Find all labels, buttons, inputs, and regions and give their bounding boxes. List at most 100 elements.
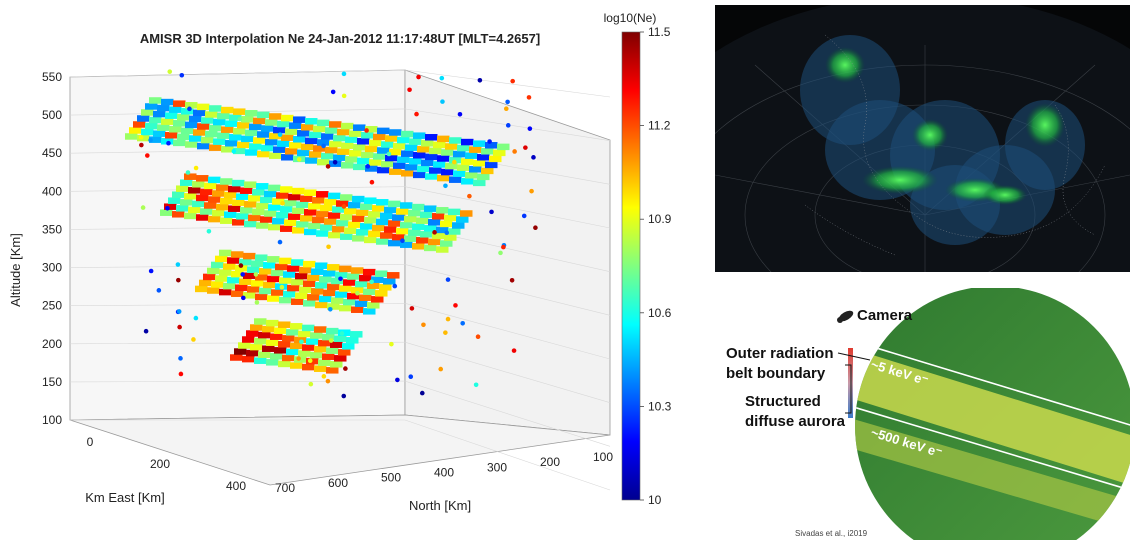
slice-cell	[281, 134, 294, 141]
beam-sample-point	[327, 306, 333, 312]
slice-cell	[295, 272, 308, 280]
beam-sample-point	[416, 74, 421, 80]
beam-sample-point	[166, 140, 171, 146]
slice-cell	[325, 146, 338, 154]
beam-sample-point	[453, 303, 458, 308]
slice-cell	[221, 106, 234, 114]
slice-cell	[269, 132, 282, 140]
slice-cell	[385, 154, 398, 162]
slice-cell	[312, 197, 325, 204]
slice-cell	[257, 111, 270, 119]
slice-cell	[261, 144, 274, 152]
slice-cell	[309, 131, 322, 139]
slice-cell	[352, 235, 365, 242]
colorbar-tick-11.5: 11.5	[648, 25, 671, 39]
slice-cell	[481, 167, 494, 175]
slice-cell	[208, 196, 221, 203]
colorbar-ticks: 11.5 11.2 10.9 10.6 10.3 10	[640, 25, 672, 507]
slice-cell	[339, 304, 352, 312]
slice-cell	[345, 156, 358, 163]
slice-cell	[255, 274, 268, 281]
slice-cell	[385, 135, 398, 142]
slice-cell	[324, 198, 337, 206]
beam-sample-point	[191, 337, 196, 342]
slice-cell	[219, 288, 232, 296]
slice-cell	[304, 189, 317, 196]
slice-cell	[338, 329, 351, 336]
slice-cell	[264, 210, 277, 217]
slice-cell	[288, 213, 301, 220]
slice-cell	[320, 204, 333, 212]
slice-cell	[327, 303, 340, 310]
slice-cell	[177, 133, 190, 141]
slice-cell	[231, 290, 244, 297]
camera-icon	[837, 310, 854, 323]
slice-cell	[244, 201, 257, 208]
slice-cell	[280, 205, 293, 213]
slice-cell	[461, 158, 474, 165]
slice-cell	[371, 296, 384, 303]
slice-cell	[360, 203, 373, 210]
slice-cell	[249, 143, 262, 150]
slice-cell	[299, 266, 312, 274]
slice-cell	[413, 152, 426, 159]
slice-cell	[351, 286, 364, 294]
slice-cell	[453, 150, 466, 158]
slice-cell	[242, 336, 255, 343]
slice-cell	[251, 280, 264, 287]
beam-sample-points	[138, 69, 538, 399]
slice-cell	[315, 282, 328, 289]
slice-cell	[383, 278, 396, 285]
slice-cell	[477, 173, 490, 181]
slice-cell	[433, 141, 446, 149]
beam-sample-point	[277, 132, 283, 137]
slice-cell	[262, 345, 275, 352]
slice-cell	[326, 367, 339, 374]
beam-sample-point	[338, 276, 343, 282]
slice-cell	[416, 237, 429, 244]
slice-cell	[405, 164, 418, 171]
slice-cell	[271, 269, 284, 277]
slice-cell	[212, 209, 225, 217]
colorbar-tick-10.9: 10.9	[648, 212, 672, 226]
slice-cell	[440, 240, 453, 247]
slice-cell	[349, 130, 362, 137]
slice-cell	[200, 208, 213, 215]
beam-sample-point	[395, 377, 400, 383]
east-tick-400: 400	[226, 479, 246, 493]
slice-cell	[425, 153, 438, 161]
slice-cell	[268, 184, 281, 192]
slice-cell	[247, 286, 260, 293]
slice-cell	[289, 142, 302, 149]
slice-cell	[249, 123, 262, 131]
density-slices	[125, 97, 510, 374]
beam-sample-point	[148, 137, 153, 143]
slice-cell	[184, 173, 197, 180]
slice-cell	[400, 221, 413, 229]
slice-cell	[424, 205, 437, 212]
beam-sample-point	[439, 75, 445, 81]
slice-cell	[359, 274, 372, 282]
slice-cell	[388, 200, 401, 208]
slice-cell	[297, 130, 310, 137]
colorbar-gradient	[621, 31, 641, 501]
slice-cell	[412, 223, 425, 230]
slice-cell	[258, 331, 271, 339]
slice-cell	[340, 194, 353, 201]
slice-cell	[201, 117, 214, 124]
slice-cell	[340, 233, 353, 240]
slice-cell	[485, 161, 498, 169]
slice-cell	[339, 285, 352, 292]
slice-cell	[317, 119, 330, 127]
beam-sample-point	[237, 116, 243, 122]
beam-sample-point	[279, 284, 285, 290]
slice-cell	[196, 214, 209, 221]
slice-cell	[392, 233, 405, 241]
outer-boundary-label-1: Outer radiation	[726, 345, 834, 362]
slice-cell	[313, 125, 326, 133]
slice-cell	[401, 170, 414, 177]
slice-cell	[267, 295, 280, 302]
slice-cell	[332, 206, 345, 213]
slice-cell	[376, 199, 389, 206]
slice-450km	[125, 97, 510, 187]
